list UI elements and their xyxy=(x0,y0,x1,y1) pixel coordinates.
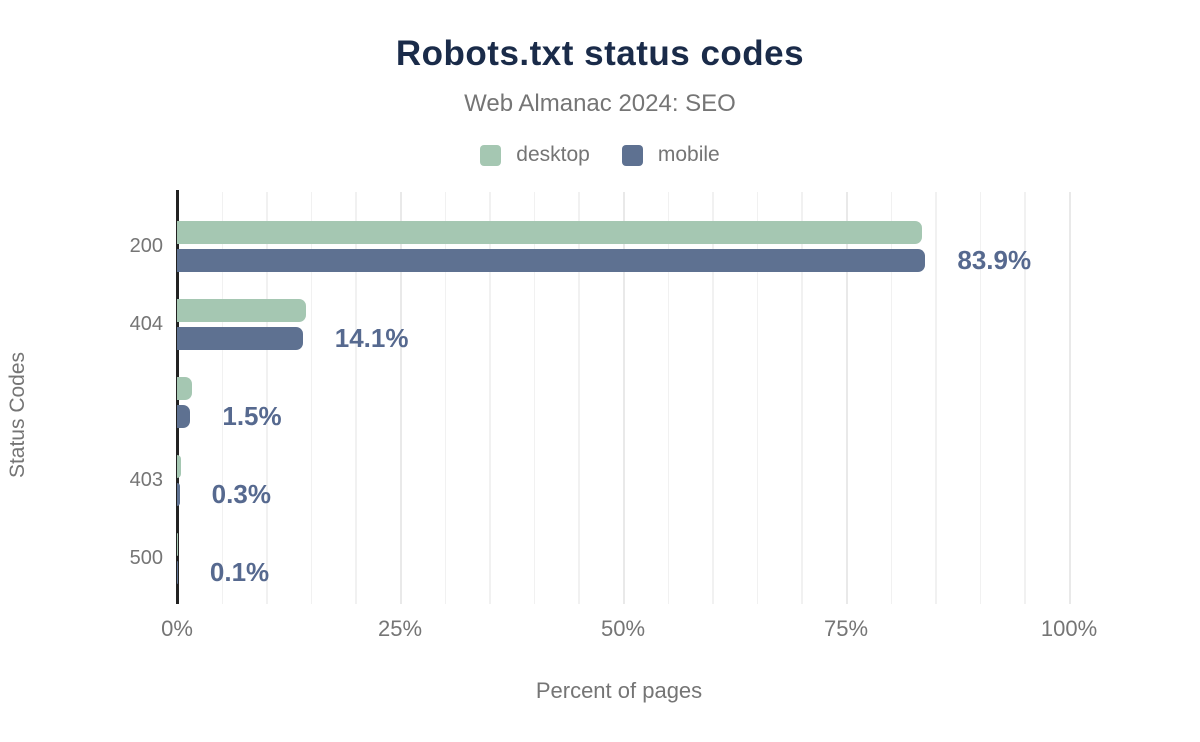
chart-subtitle: Web Almanac 2024: SEO xyxy=(464,90,736,117)
gridline xyxy=(221,192,224,604)
bar-desktop-403 xyxy=(177,454,181,478)
gridline xyxy=(400,192,402,604)
legend: desktop mobile xyxy=(0,143,1200,167)
gridline xyxy=(712,192,714,604)
gridline xyxy=(533,192,536,604)
y-tick-label: 403 xyxy=(129,469,163,491)
y-tick-label: 500 xyxy=(129,547,163,569)
gridline xyxy=(846,192,848,604)
gridline xyxy=(266,192,268,604)
legend-label-desktop: desktop xyxy=(516,143,590,166)
y-tick-label: 404 xyxy=(129,313,163,335)
gridline xyxy=(667,192,670,604)
legend-item-desktop[interactable]: desktop xyxy=(480,143,590,167)
bar-mobile-row2 xyxy=(177,404,191,428)
value-label: 1.5% xyxy=(222,400,282,431)
gridline xyxy=(979,192,982,604)
legend-item-mobile[interactable]: mobile xyxy=(621,143,720,167)
value-label: 14.1% xyxy=(334,322,409,353)
gridline xyxy=(1024,192,1026,604)
gridline xyxy=(355,192,357,604)
x-axis-title: Percent of pages xyxy=(535,678,703,703)
gridline xyxy=(890,192,893,604)
x-tick-label: 25% xyxy=(377,616,423,641)
legend-swatch-mobile-icon xyxy=(621,144,643,166)
bar-desktop-404 xyxy=(177,298,307,322)
gridline xyxy=(489,192,491,604)
gridline xyxy=(310,192,313,604)
bar-mobile-200 xyxy=(177,248,926,272)
value-label: 0.1% xyxy=(209,556,270,587)
gridline xyxy=(578,192,580,604)
gridline xyxy=(444,192,447,604)
bar-mobile-403 xyxy=(177,482,180,506)
bar-mobile-500 xyxy=(177,560,178,584)
bar-mobile-404 xyxy=(177,326,303,350)
legend-label-mobile: mobile xyxy=(657,143,720,166)
gridline xyxy=(756,192,759,604)
x-tick-label: 100% xyxy=(1040,616,1098,641)
value-label: 0.3% xyxy=(211,478,271,509)
chart-title: Robots.txt status codes xyxy=(395,34,805,73)
gridline xyxy=(801,192,803,604)
bar-desktop-500 xyxy=(177,532,178,556)
bar-desktop-200 xyxy=(177,220,922,244)
gridline xyxy=(935,192,937,604)
gridline xyxy=(1069,192,1071,604)
x-tick-label: 75% xyxy=(823,616,869,641)
y-tick-label: 200 xyxy=(129,235,163,257)
x-tick-label: 50% xyxy=(600,616,646,641)
bar-desktop-row2 xyxy=(177,376,193,400)
x-tick-label: 0% xyxy=(161,616,193,641)
gridline xyxy=(623,192,625,604)
value-label: 83.9% xyxy=(957,244,1032,275)
legend-swatch-desktop-icon xyxy=(480,144,502,166)
